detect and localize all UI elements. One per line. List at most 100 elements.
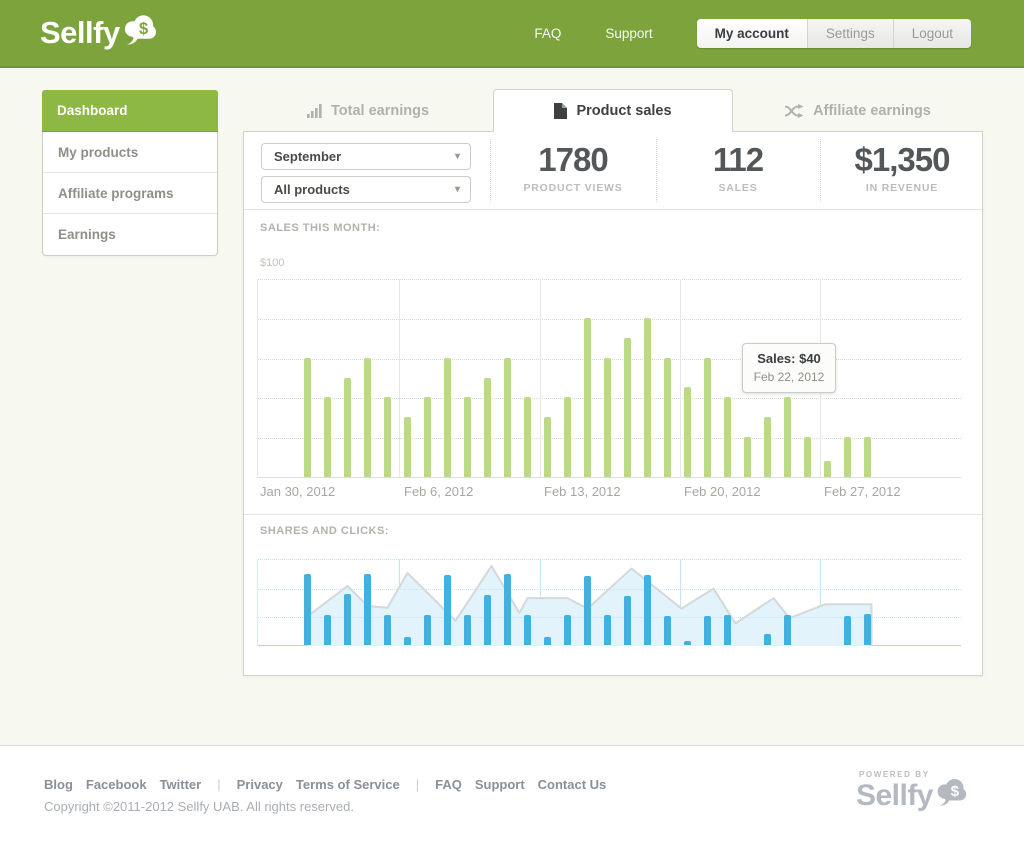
sales-bar[interactable] — [604, 357, 611, 477]
clicks-bar[interactable] — [784, 614, 791, 645]
sales-bar[interactable] — [464, 397, 471, 477]
sales-bar[interactable] — [364, 357, 371, 477]
clicks-bar[interactable] — [844, 616, 851, 645]
clicks-bar[interactable] — [684, 640, 691, 645]
footer-link-contact[interactable]: Contact Us — [537, 777, 607, 792]
clicks-bar[interactable] — [764, 633, 771, 645]
clicks-bar[interactable] — [304, 573, 311, 645]
nav-faq-link[interactable]: FAQ — [534, 25, 562, 41]
footer-link-support[interactable]: Support — [474, 777, 525, 792]
sales-bar[interactable] — [804, 437, 811, 477]
bar-chart-icon — [306, 103, 322, 118]
sales-x-axis-labels: Jan 30, 2012 Feb 6, 2012 Feb 13, 2012 Feb 2… — [257, 484, 961, 500]
sales-bar[interactable] — [564, 397, 571, 477]
sales-bar[interactable] — [504, 357, 511, 477]
clicks-bar[interactable] — [324, 614, 331, 645]
sales-bar[interactable] — [624, 337, 631, 477]
clicks-bar[interactable] — [864, 613, 871, 645]
clicks-bar[interactable] — [484, 594, 491, 645]
sales-bar[interactable] — [784, 397, 791, 477]
clicks-bar[interactable] — [384, 614, 391, 645]
stat-product-views: 1780 PRODUCT VIEWS — [490, 141, 656, 194]
sales-bar[interactable] — [384, 397, 391, 477]
clicks-bar[interactable] — [584, 576, 591, 645]
tab-product-sales[interactable]: Product sales — [493, 89, 733, 132]
clicks-bar[interactable] — [624, 596, 631, 645]
sales-bar[interactable] — [404, 417, 411, 477]
clicks-bar[interactable] — [544, 637, 551, 645]
clicks-bar[interactable] — [444, 574, 451, 645]
tab-affiliate-earnings[interactable]: Affiliate earnings — [733, 89, 983, 132]
sales-bar[interactable] — [824, 461, 831, 477]
footer-link-privacy[interactable]: Privacy — [236, 777, 283, 792]
clicks-bar[interactable] — [404, 637, 411, 645]
clicks-bar[interactable] — [704, 616, 711, 645]
sidebar-item-affiliate-programs[interactable]: Affiliate programs — [43, 173, 217, 214]
week-gridline — [540, 279, 541, 477]
footer-link-faq[interactable]: FAQ — [435, 777, 462, 792]
sales-bar[interactable] — [484, 377, 491, 477]
x-axis-tick-label: Feb 27, 2012 — [824, 484, 901, 499]
settings-button[interactable]: Settings — [806, 18, 893, 48]
clicks-bar[interactable] — [724, 614, 731, 645]
sales-bar[interactable] — [424, 397, 431, 477]
top-bar: Sellfy $ FAQ Support My account Settings… — [0, 0, 1024, 68]
sales-bar[interactable] — [704, 357, 711, 477]
sidebar: Dashboard My products Affiliate programs… — [42, 90, 218, 256]
sales-bar[interactable] — [664, 357, 671, 477]
x-axis-tick-label: Feb 13, 2012 — [544, 484, 621, 499]
stat-separator — [656, 139, 657, 202]
clicks-bar[interactable] — [604, 615, 611, 645]
stat-label: PRODUCT VIEWS — [523, 182, 623, 194]
sales-bar[interactable] — [444, 357, 451, 477]
clicks-bar[interactable] — [464, 614, 471, 645]
tooltip-date: Feb 22, 2012 — [753, 370, 825, 384]
clicks-bar[interactable] — [524, 614, 531, 645]
x-axis-tick-label: Feb 6, 2012 — [404, 484, 474, 499]
product-select[interactable]: All products ▾ — [261, 176, 471, 203]
shuffle-icon — [785, 103, 804, 118]
sales-bar[interactable] — [544, 417, 551, 477]
sidebar-item-dashboard[interactable]: Dashboard — [42, 90, 218, 132]
sidebar-item-my-products[interactable]: My products — [43, 132, 217, 173]
footer-link-twitter[interactable]: Twitter — [159, 777, 202, 792]
footer-separator: | — [217, 777, 221, 792]
clicks-bar[interactable] — [664, 616, 671, 645]
sales-bar[interactable] — [644, 317, 651, 477]
stat-sales: 112 SALES — [656, 141, 820, 194]
sales-bar[interactable] — [344, 377, 351, 477]
sales-bar[interactable] — [724, 397, 731, 477]
tab-total-earnings[interactable]: Total earnings — [243, 89, 493, 132]
clicks-bar[interactable] — [424, 614, 431, 645]
sidebar-item-earnings[interactable]: Earnings — [58, 227, 116, 242]
clicks-bar[interactable] — [504, 573, 511, 645]
sellfy-logo[interactable]: Sellfy $ — [40, 15, 158, 51]
sales-bar[interactable] — [524, 397, 531, 477]
sales-bar[interactable] — [684, 387, 691, 477]
sales-bar[interactable] — [304, 357, 311, 477]
nav-support-link[interactable]: Support — [605, 25, 653, 41]
svg-text:$: $ — [139, 19, 148, 38]
sales-bar[interactable] — [744, 437, 751, 477]
chevron-down-icon: ▾ — [454, 184, 460, 195]
footer-link-terms[interactable]: Terms of Service — [295, 777, 400, 792]
product-select-value: All products — [274, 182, 350, 197]
sales-bar[interactable] — [864, 437, 871, 477]
clicks-bar[interactable] — [344, 593, 351, 645]
footer-link-facebook[interactable]: Facebook — [85, 777, 147, 792]
clicks-bar[interactable] — [364, 573, 371, 645]
month-select[interactable]: September ▾ — [261, 143, 471, 170]
my-account-button[interactable]: My account — [696, 18, 807, 48]
footer-link-blog[interactable]: Blog — [44, 777, 73, 792]
clicks-bar[interactable] — [644, 575, 651, 645]
sales-bar[interactable] — [844, 437, 851, 477]
clicks-bar[interactable] — [564, 614, 571, 645]
week-gridline — [399, 279, 400, 477]
logout-button[interactable]: Logout — [892, 18, 971, 48]
sales-bar[interactable] — [584, 317, 591, 477]
earnings-tabs: Total earnings Product sales Affiliate e… — [243, 89, 983, 132]
sales-bar[interactable] — [324, 397, 331, 477]
sales-chart-plot: Sales: $40 Feb 22, 2012 — [257, 279, 961, 478]
sales-bar[interactable] — [764, 417, 771, 477]
